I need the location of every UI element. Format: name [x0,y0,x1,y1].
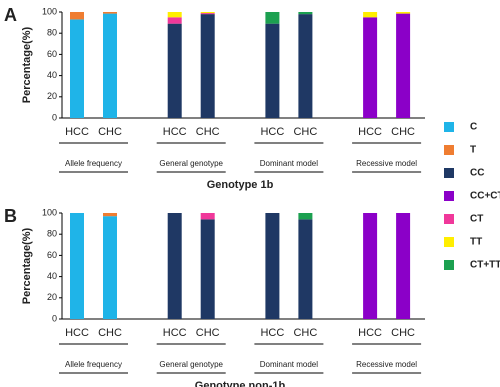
legend-swatch [444,145,454,155]
bar-segment [363,17,378,118]
bar-segment [396,213,411,319]
legend-label: C [470,122,477,133]
bar-segment [363,12,378,18]
bar-segment [70,19,84,119]
x-tick-label: CHC [391,126,415,138]
bar-segment [298,213,313,220]
x-tick-label: CHC [196,126,220,138]
x-tick-label: HCC [163,126,187,138]
x-tick-label: HCC [65,327,89,339]
bar-segment [200,13,215,15]
bar-segment [396,13,411,119]
legend-swatch [444,168,454,178]
bar-segment [70,12,84,20]
bar-segment [265,213,280,319]
x-tick-label: HCC [163,327,187,339]
x-tick-label: HCC [358,327,382,339]
legend-label: CC [470,168,484,179]
legend-label: T [470,145,476,156]
legend-swatch [444,122,454,132]
y-tick-label: 0 [52,313,57,323]
bar-segment [167,213,182,319]
legend-label: CT+TT [470,260,500,271]
x-tick-label: CHC [196,327,220,339]
group-label: Dominant model [260,159,318,168]
legend-swatch [444,191,454,201]
y-tick-label: 0 [52,112,57,122]
bar-segment [200,14,215,118]
y-axis-title: Percentage(%) [21,26,33,103]
bar-segment [265,12,280,24]
x-tick-label: HCC [260,327,284,339]
legend-swatch [444,237,454,247]
legend-swatch [444,260,454,270]
bar-segment [70,213,84,319]
bar-segment [167,23,182,118]
y-tick-label: 60 [47,250,57,260]
bar-segment [298,219,313,319]
y-tick-label: 100 [42,6,57,16]
group-label: Allele frequency [65,360,122,369]
x-tick-label: HCC [260,126,284,138]
bar-segment [167,12,182,18]
bar-segment [363,213,378,319]
y-tick-label: 80 [47,28,57,38]
x-tick-label: HCC [358,126,382,138]
bar-segment [298,14,313,118]
panel-label: B [4,206,17,226]
bar-segment [298,12,313,15]
chart-title: Genotype non-1b [195,380,286,387]
x-tick-label: CHC [98,126,122,138]
x-tick-label: CHC [98,327,122,339]
bar-segment [103,12,117,14]
group-label: Recessive model [356,360,417,369]
legend-label: CC+CT [470,191,500,202]
y-axis-title: Percentage(%) [21,227,33,304]
bar-segment [103,216,117,319]
y-tick-label: 80 [47,229,57,239]
bar-segment [396,12,411,14]
group-label: General genotype [159,360,223,369]
x-tick-label: CHC [391,327,415,339]
bar-segment [200,219,215,319]
bar-segment [103,13,117,119]
bar-segment [265,23,280,118]
bar-segment [103,213,117,217]
legend-label: TT [470,237,482,248]
group-label: General genotype [159,159,223,168]
y-tick-label: 40 [47,271,57,281]
bar-segment [200,12,215,14]
y-tick-label: 20 [47,91,57,101]
group-label: Allele frequency [65,159,122,168]
x-tick-label: CHC [293,327,317,339]
y-tick-label: 40 [47,70,57,80]
group-label: Recessive model [356,159,417,168]
y-tick-label: 100 [42,207,57,217]
group-label: Dominant model [260,360,318,369]
chart-title: Genotype 1b [207,179,274,191]
bar-segment [200,213,215,220]
y-tick-label: 60 [47,49,57,59]
bar-segment [167,17,182,24]
panel-label: A [4,5,17,25]
legend-label: CT [470,214,483,225]
x-tick-label: CHC [293,126,317,138]
x-tick-label: HCC [65,126,89,138]
legend-swatch [444,214,454,224]
y-tick-label: 20 [47,292,57,302]
